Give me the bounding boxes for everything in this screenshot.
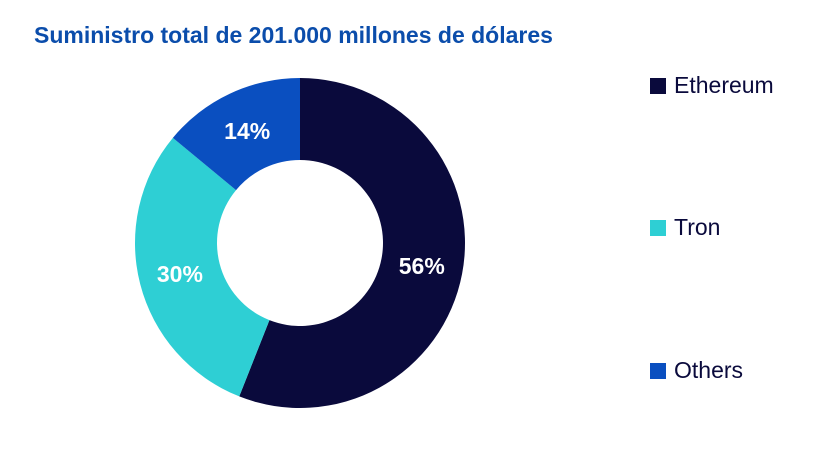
slice-others: [172, 78, 300, 191]
chart-title: Suministro total de 201.000 millones de …: [34, 22, 553, 48]
legend-label: Others: [674, 357, 744, 383]
slice-tron: [134, 137, 270, 397]
legend-swatch: [650, 77, 666, 94]
data-label-tron: 30%: [157, 261, 203, 287]
legend-swatch: [650, 362, 666, 379]
legend-label: Ethereum: [674, 72, 774, 98]
data-label-ethereum: 56%: [399, 253, 445, 279]
legend-label: Tron: [674, 214, 721, 240]
legend-item-tron: Tron: [650, 214, 720, 241]
legend-swatch: [650, 219, 666, 236]
slice-ethereum: [239, 78, 465, 408]
legend-item-ethereum: Ethereum: [650, 72, 774, 99]
data-label-others: 14%: [224, 118, 270, 144]
legend-item-others: Others: [650, 357, 743, 384]
